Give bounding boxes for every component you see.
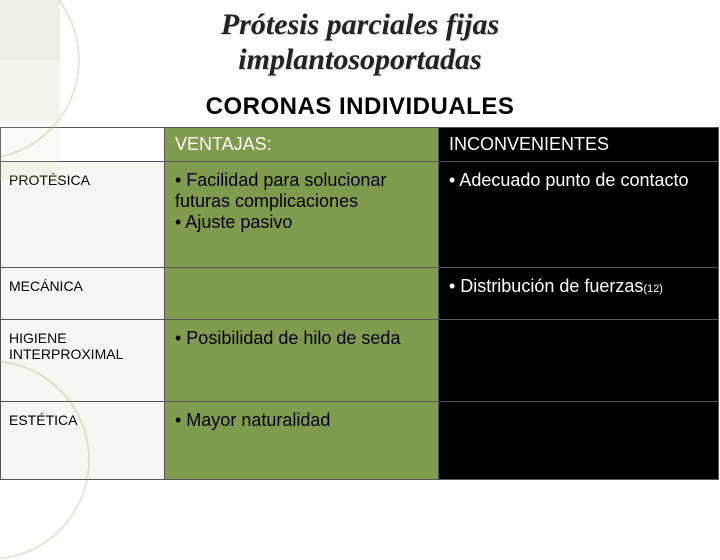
slide-title: Prótesis parciales fijas implantosoporta… <box>0 0 720 77</box>
adv-protesica: • Facilidad para solucionar futuras comp… <box>165 162 439 268</box>
dis-protesica: • Adecuado punto de contacto <box>439 162 719 268</box>
bullet: • Ajuste pasivo <box>175 212 428 233</box>
title-line1: Prótesis parciales fijas <box>221 8 499 41</box>
bullet: • Mayor naturalidad <box>175 410 428 431</box>
adv-mecanica <box>165 268 439 320</box>
reference-marker: (12) <box>643 283 663 295</box>
row-label-mecanica: MECÁNICA <box>1 268 165 320</box>
slide-subtitle: CORONAS INDIVIDUALES <box>0 93 720 121</box>
dis-higiene <box>439 320 719 402</box>
table-row: PROTÉSICA • Facilidad para solucionar fu… <box>1 162 719 268</box>
dis-mecanica: • Distribución de fuerzas(12) <box>439 268 719 320</box>
corner-blank <box>1 128 165 162</box>
title-line2: implantosoportadas <box>238 43 481 76</box>
table-row: MECÁNICA • Distribución de fuerzas(12) <box>1 268 719 320</box>
table-row: HIGIENE INTERPROXIMAL • Posibilidad de h… <box>1 320 719 402</box>
adv-estetica: • Mayor naturalidad <box>165 402 439 480</box>
row-label-higiene: HIGIENE INTERPROXIMAL <box>1 320 165 402</box>
adv-higiene: • Posibilidad de hilo de seda <box>165 320 439 402</box>
table-header-row: VENTAJAS: INCONVENIENTES <box>1 128 719 162</box>
row-label-estetica: ESTÉTICA <box>1 402 165 480</box>
row-label-protesica: PROTÉSICA <box>1 162 165 268</box>
dis-estetica <box>439 402 719 480</box>
table-row: ESTÉTICA • Mayor naturalidad <box>1 402 719 480</box>
bullet-text: • Distribución de fuerzas <box>449 276 643 296</box>
bullet: • Facilidad para solucionar futuras comp… <box>175 170 428 212</box>
bullet: • Adecuado punto de contacto <box>449 170 708 191</box>
col-advantages: VENTAJAS: <box>165 128 439 162</box>
comparison-table: VENTAJAS: INCONVENIENTES PROTÉSICA • Fac… <box>0 127 719 480</box>
col-disadvantages: INCONVENIENTES <box>439 128 719 162</box>
bullet: • Posibilidad de hilo de seda <box>175 328 428 349</box>
